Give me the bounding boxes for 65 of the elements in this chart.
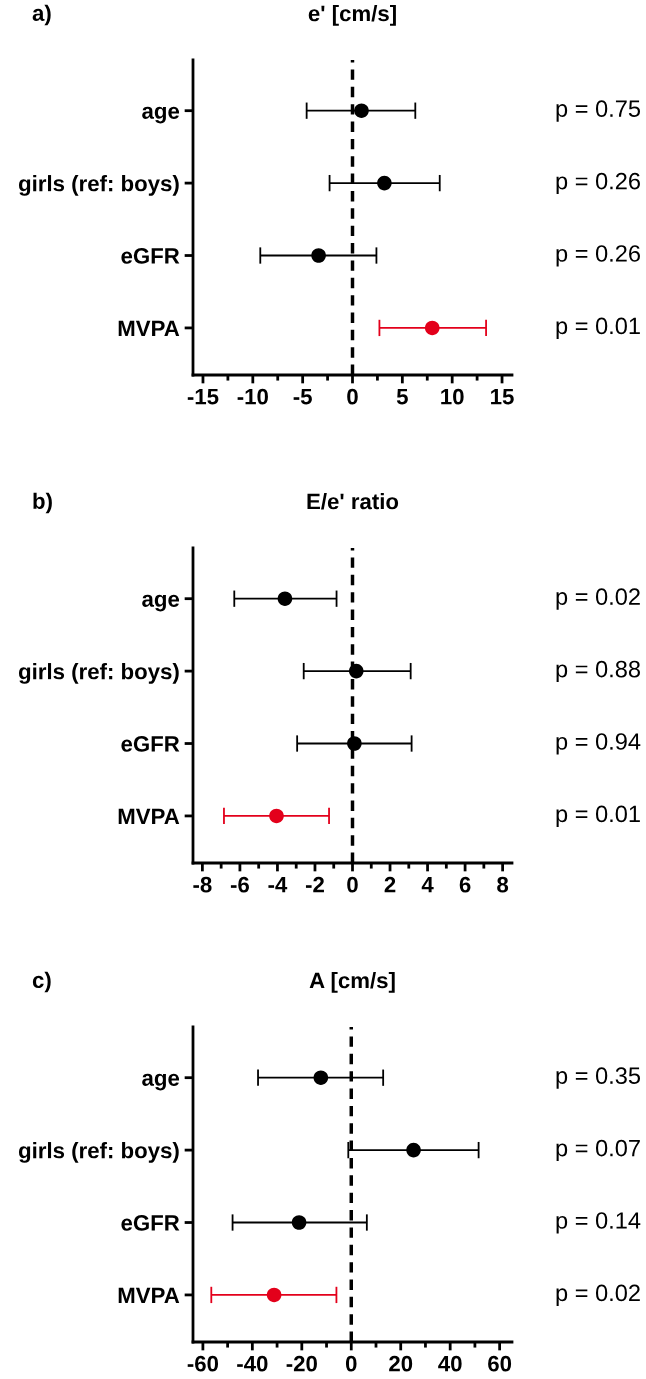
x-tick-label: 2 bbox=[384, 876, 396, 893]
y-tick-label: girls (ref: boys) bbox=[18, 663, 179, 684]
x-tick-label: -6 bbox=[230, 876, 249, 893]
x-tick-label: 0 bbox=[347, 388, 358, 405]
point bbox=[311, 248, 326, 263]
x-tick-label: 40 bbox=[438, 1355, 462, 1372]
y-tick-label: age bbox=[142, 106, 180, 124]
point bbox=[347, 736, 362, 751]
text: c) bbox=[32, 971, 51, 993]
text: p = 0.75 bbox=[556, 100, 641, 122]
y-tick-label: girls (ref: boys) bbox=[18, 1142, 179, 1163]
point bbox=[266, 1287, 282, 1303]
x-tick-label: -20 bbox=[286, 1355, 317, 1372]
text: p = 0.35 bbox=[556, 1067, 641, 1089]
text: p = 0.26 bbox=[556, 245, 640, 267]
x-tick-label: -15 bbox=[187, 389, 219, 405]
x-tick-label: 0 bbox=[347, 876, 358, 893]
chart-title: e' [cm/s] bbox=[308, 5, 396, 26]
chart-title: E/e' ratio bbox=[307, 493, 399, 510]
y-tick-label: eGFR bbox=[121, 1215, 180, 1231]
point bbox=[406, 1142, 421, 1158]
text: p = 0.01 bbox=[556, 317, 640, 339]
point bbox=[313, 1070, 329, 1085]
text: b) bbox=[33, 492, 52, 514]
x-tick-label: -8 bbox=[193, 876, 212, 893]
x-tick-label: 5 bbox=[396, 389, 408, 405]
text: p = 0.14 bbox=[556, 1212, 641, 1234]
text: p = 0.01 bbox=[556, 805, 640, 827]
chart-title: A [cm/s] bbox=[309, 972, 395, 993]
text: p = 0.94 bbox=[556, 733, 641, 755]
point bbox=[377, 175, 392, 191]
y-tick-label: MVPA bbox=[118, 808, 180, 824]
y-tick-label: eGFR bbox=[121, 736, 180, 752]
x-tick-label: 10 bbox=[441, 388, 464, 405]
point bbox=[348, 663, 364, 679]
y-tick-label: age bbox=[142, 1073, 180, 1091]
point bbox=[277, 591, 293, 606]
x-tick-label: -60 bbox=[187, 1355, 219, 1372]
point bbox=[424, 320, 440, 336]
x-tick-label: -4 bbox=[268, 877, 288, 893]
x-tick-label: 8 bbox=[497, 876, 509, 893]
text: p = 0.02 bbox=[556, 1284, 640, 1306]
point bbox=[291, 1215, 307, 1230]
text: p = 0.07 bbox=[556, 1139, 640, 1162]
x-tick-label: -5 bbox=[293, 389, 312, 405]
x-tick-label: 60 bbox=[488, 1355, 512, 1372]
text: p = 0.88 bbox=[556, 660, 640, 683]
x-tick-label: 6 bbox=[459, 876, 471, 893]
y-tick-label: age bbox=[142, 594, 180, 612]
text: a) bbox=[32, 4, 51, 26]
y-tick-label: MVPA bbox=[118, 320, 180, 336]
point bbox=[354, 103, 369, 118]
x-tick-label: -2 bbox=[305, 876, 324, 893]
y-tick-label: eGFR bbox=[121, 248, 180, 264]
y-tick-label: MVPA bbox=[118, 1287, 180, 1303]
x-tick-label: 20 bbox=[389, 1355, 413, 1372]
text: p = 0.26 bbox=[556, 172, 640, 195]
x-tick-label: 15 bbox=[491, 389, 514, 405]
x-tick-label: -10 bbox=[237, 388, 268, 405]
x-tick-label: 4 bbox=[421, 877, 434, 893]
x-tick-label: -40 bbox=[237, 1355, 268, 1372]
y-tick-label: girls (ref: boys) bbox=[18, 175, 179, 196]
x-tick-label: 0 bbox=[345, 1355, 357, 1372]
text: p = 0.02 bbox=[556, 588, 640, 610]
point bbox=[269, 808, 284, 824]
